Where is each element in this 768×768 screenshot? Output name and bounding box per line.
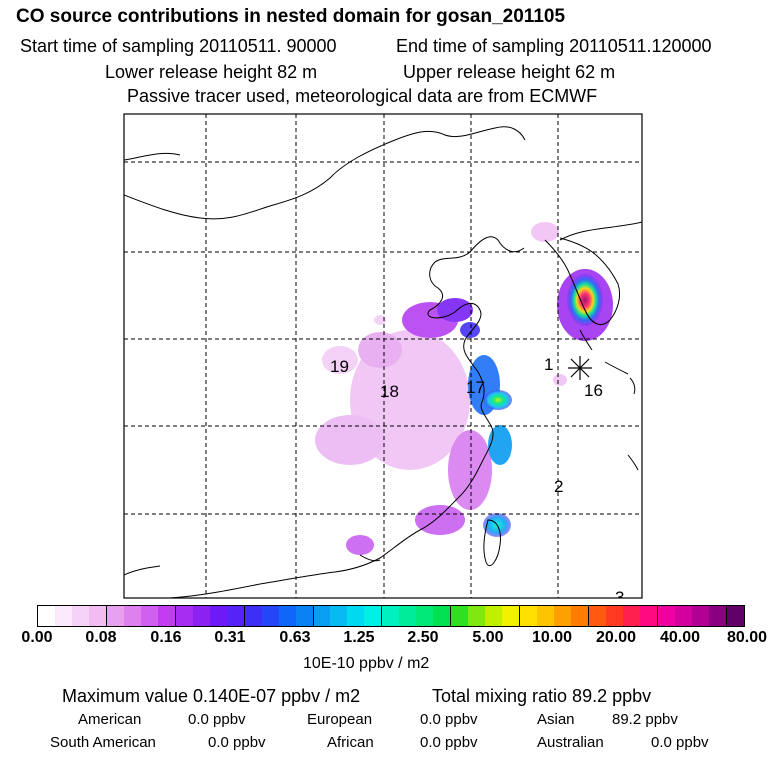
color-scale-segment bbox=[364, 606, 383, 626]
coastlines bbox=[124, 126, 642, 598]
colorbar-tick: 0.00 bbox=[21, 629, 53, 646]
colorbar-tick: 0.16 bbox=[150, 629, 182, 646]
color-scale-segment bbox=[106, 606, 124, 626]
color-scale-segment bbox=[691, 606, 709, 626]
region-label-16: 16 bbox=[584, 381, 603, 400]
color-scale-segment bbox=[88, 606, 107, 626]
source-name: South American bbox=[50, 734, 156, 751]
source-name: African bbox=[327, 734, 374, 751]
color-scale-segment bbox=[657, 606, 675, 626]
color-scale-segment bbox=[313, 606, 331, 626]
region-label-19: 19 bbox=[330, 357, 349, 376]
color-scale-segment bbox=[261, 606, 279, 626]
colorbar-tick: 40.00 bbox=[659, 629, 701, 646]
tracer-note: Passive tracer used, meteorological data… bbox=[127, 86, 598, 106]
color-scale-bar bbox=[37, 605, 745, 627]
color-scale-segment bbox=[674, 606, 692, 626]
colorbar-units: 10E-10 ppbv / m2 bbox=[303, 655, 430, 672]
color-scale-segment bbox=[295, 606, 314, 626]
color-scale-segment bbox=[175, 606, 193, 626]
source-value: 0.0 ppbv bbox=[420, 711, 478, 728]
color-scale-segment bbox=[433, 606, 452, 626]
source-value: 0.0 ppbv bbox=[651, 734, 709, 751]
lower-release-label: Lower release height 82 m bbox=[105, 62, 318, 82]
map-frame bbox=[123, 113, 643, 599]
colorbar-tick: 2.50 bbox=[407, 629, 439, 646]
color-scale-segment bbox=[708, 606, 727, 626]
colorbar-tick: 0.08 bbox=[85, 629, 117, 646]
color-scale-segment bbox=[192, 606, 210, 626]
color-scale-segment bbox=[416, 606, 434, 626]
color-scale-segment bbox=[209, 606, 227, 626]
color-scale-segment bbox=[54, 606, 72, 626]
color-scale-segment bbox=[605, 606, 623, 626]
color-scale-segment bbox=[226, 606, 245, 626]
source-value: 0.0 ppbv bbox=[420, 734, 478, 751]
color-scale-segment bbox=[278, 606, 296, 626]
maximum-value: Maximum value 0.140E-07 ppbv / m2 bbox=[62, 686, 361, 706]
color-scale-segment bbox=[502, 606, 521, 626]
colorbar-tick: 1.25 bbox=[343, 629, 375, 646]
color-scale-segment bbox=[468, 606, 486, 626]
color-scale-segment bbox=[520, 606, 538, 626]
color-scale-segment bbox=[399, 606, 417, 626]
colorbar-tick: 80.00 bbox=[727, 629, 768, 646]
color-scale-segment bbox=[589, 606, 606, 626]
color-scale-segment bbox=[639, 606, 658, 626]
source-name: European bbox=[307, 711, 373, 728]
color-scale-segment bbox=[571, 606, 589, 626]
color-scale-segment bbox=[537, 606, 555, 626]
chart-title: CO source contributions in nested domain… bbox=[16, 6, 566, 27]
source-value: 0.0 ppbv bbox=[208, 734, 266, 751]
concentration-plume bbox=[315, 222, 613, 555]
source-name: American bbox=[78, 711, 142, 728]
source-value: 89.2 ppbv bbox=[612, 711, 678, 728]
color-scale-segment bbox=[244, 606, 262, 626]
region-label-2: 2 bbox=[554, 477, 563, 496]
color-scale-segment bbox=[71, 606, 89, 626]
color-scale-segment bbox=[330, 606, 348, 626]
colorbar-tick: 10.00 bbox=[531, 629, 573, 646]
color-scale-segment bbox=[726, 606, 744, 626]
source-name: Australian bbox=[537, 734, 604, 751]
region-label-1: 1 bbox=[544, 355, 553, 374]
source-name: Asian bbox=[537, 711, 575, 728]
start-time-label: Start time of sampling 20110511. 90000 bbox=[20, 36, 337, 56]
region-label-18: 18 bbox=[380, 382, 399, 401]
color-scale-segment bbox=[622, 606, 640, 626]
source-value: 0.0 ppbv bbox=[188, 711, 246, 728]
region-label-3: 3 bbox=[615, 588, 624, 607]
color-scale-segment bbox=[347, 606, 365, 626]
color-scale-segment bbox=[38, 606, 55, 626]
color-scale-segment bbox=[451, 606, 469, 626]
color-scale-segment bbox=[382, 606, 400, 626]
colorbar-tick: 20.00 bbox=[595, 629, 637, 646]
color-scale-segment bbox=[485, 606, 503, 626]
colorbar-tick: 5.00 bbox=[472, 629, 504, 646]
end-time-label: End time of sampling 20110511.120000 bbox=[396, 36, 712, 56]
colorbar-tick: 0.63 bbox=[279, 629, 311, 646]
colorbar-tick: 0.31 bbox=[214, 629, 246, 646]
graticule bbox=[124, 114, 642, 598]
region-label-17: 17 bbox=[466, 378, 485, 397]
total-mixing-ratio: Total mixing ratio 89.2 ppbv bbox=[432, 686, 652, 706]
upper-release-label: Upper release height 62 m bbox=[403, 62, 616, 82]
color-scale-segment bbox=[140, 606, 158, 626]
color-scale-segment bbox=[157, 606, 176, 626]
color-scale-segment bbox=[554, 606, 572, 626]
receptor-star-icon bbox=[568, 356, 592, 380]
color-scale-segment bbox=[123, 606, 141, 626]
